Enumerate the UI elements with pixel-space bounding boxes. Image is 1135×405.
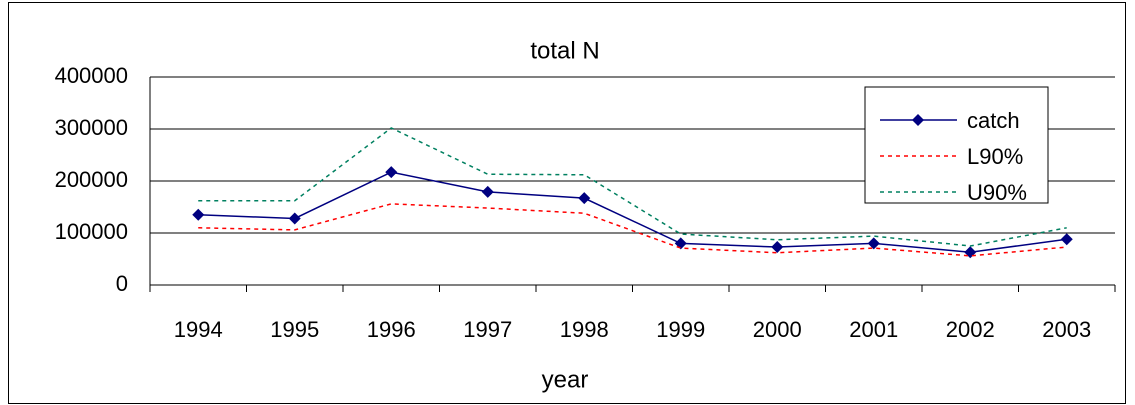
data-point — [771, 241, 784, 254]
x-tick-label: 1998 — [560, 317, 609, 342]
data-point — [192, 208, 205, 221]
legend-box — [864, 86, 1049, 204]
x-tick-label: 1995 — [270, 317, 319, 342]
y-tick-label: 0 — [116, 271, 128, 296]
data-point — [578, 192, 591, 205]
y-tick-label: 400000 — [55, 63, 128, 88]
legend-label: catch — [967, 108, 1020, 133]
x-tick-label: 2002 — [946, 317, 995, 342]
data-point — [481, 185, 494, 198]
x-axis-title: year — [542, 366, 589, 393]
legend-label: U90% — [967, 180, 1027, 205]
x-tick-label: 2003 — [1042, 317, 1091, 342]
x-tick-label: 1996 — [367, 317, 416, 342]
y-tick-label: 200000 — [55, 167, 128, 192]
data-point — [288, 212, 301, 225]
x-tick-label: 2001 — [849, 317, 898, 342]
legend-marker — [912, 114, 924, 126]
data-point — [867, 237, 880, 250]
data-point — [385, 166, 398, 179]
chart-title: total N — [530, 37, 599, 64]
x-tick-label: 1997 — [463, 317, 512, 342]
data-point — [1060, 233, 1073, 246]
x-tick-label: 2000 — [753, 317, 802, 342]
y-tick-label: 100000 — [55, 219, 128, 244]
series-line — [198, 203, 1067, 257]
x-tick-label: 1999 — [656, 317, 705, 342]
legend-label: L90% — [967, 144, 1023, 169]
series-line — [198, 171, 1067, 253]
x-tick-label: 1994 — [174, 317, 223, 342]
y-tick-label: 300000 — [55, 115, 128, 140]
